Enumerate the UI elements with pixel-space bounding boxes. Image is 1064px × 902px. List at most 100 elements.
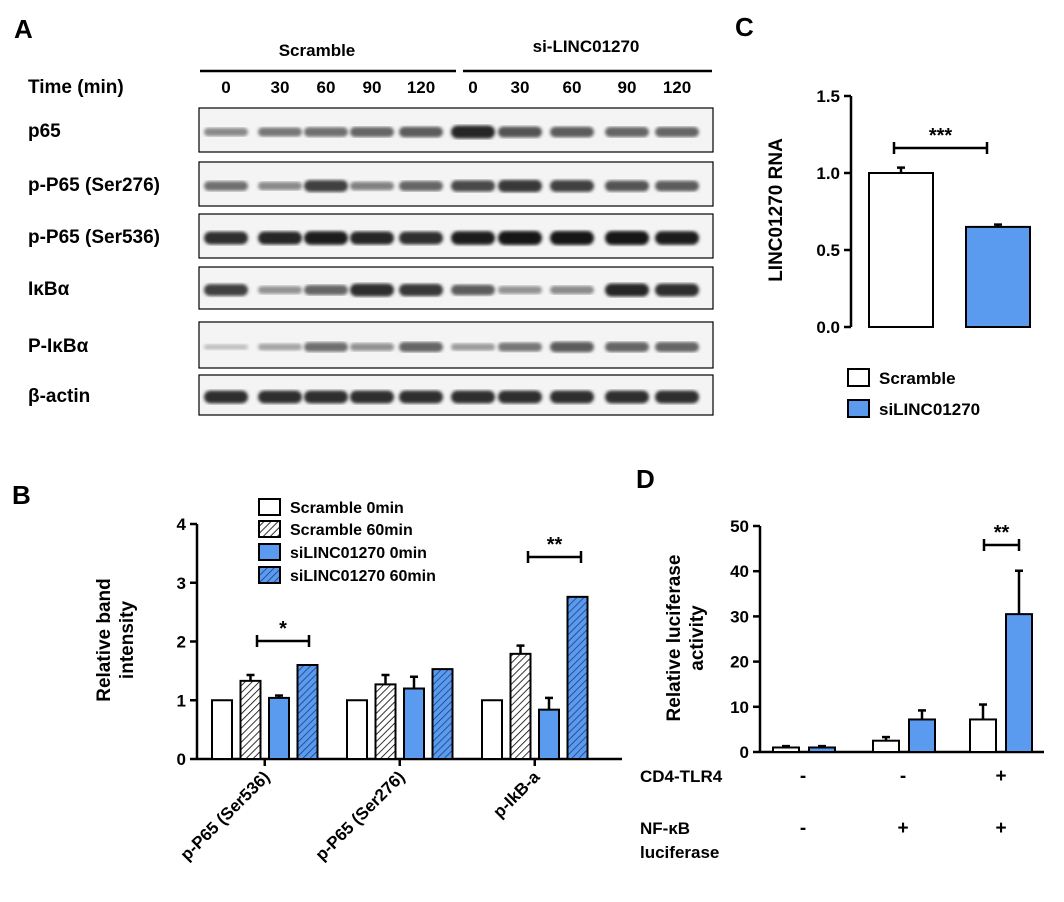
band-5-2 — [304, 390, 348, 404]
d-bar-1-0 — [872, 739, 900, 754]
band-4-6 — [498, 342, 542, 352]
d-bar-2-0 — [969, 718, 997, 753]
group-label-scramble: Scramble — [279, 41, 356, 60]
band-1-1 — [258, 181, 302, 191]
band-4-7 — [550, 341, 594, 353]
band-0-2 — [304, 127, 348, 137]
c-ytick-label-2: 1.0 — [816, 164, 840, 183]
band-1-9 — [655, 180, 699, 192]
c-sig-label: *** — [929, 125, 953, 147]
panel-a-western-blot: Scramble si-LINC01270 Time (min) 0 30 60 90… — [28, 37, 714, 416]
band-2-0 — [204, 231, 248, 245]
band-5-7 — [550, 390, 594, 404]
d-ytick-label-0: 0 — [740, 743, 749, 762]
band-5-8 — [605, 390, 649, 404]
band-4-4 — [399, 342, 443, 352]
blot-label-1: p-P65 (Ser276) — [28, 175, 160, 196]
b-ylabel-line-2: intensity — [117, 601, 138, 680]
band-3-9 — [655, 283, 699, 297]
d-ytick-label-5: 50 — [730, 517, 749, 536]
c-legend-label-0: Scramble — [879, 369, 956, 388]
c-ytick-label-1: 0.5 — [816, 241, 840, 260]
b-legend-label-2: siLINC01270 0min — [290, 545, 427, 562]
d-condition-label-1-line-2: luciferase — [640, 843, 719, 862]
d-bar-2-1 — [1005, 613, 1033, 754]
time-axis-label: Time (min) — [28, 77, 124, 98]
band-3-3 — [350, 283, 394, 297]
b-legend-label-1: Scramble 60min — [290, 522, 413, 539]
blot-label-3: IκBα — [28, 279, 70, 300]
band-2-5 — [451, 231, 495, 245]
time-label-5: 0 — [468, 78, 477, 97]
b-legend-swatch-2 — [258, 543, 281, 561]
band-1-6 — [498, 179, 542, 193]
band-5-4 — [399, 390, 443, 404]
blot-label-4: P-IκBα — [28, 336, 89, 357]
b-legend-swatch-3 — [258, 566, 281, 584]
b-bar-1-0 — [346, 699, 368, 760]
c-legend-label-1: siLINC01270 — [879, 400, 980, 419]
time-label-8: 90 — [618, 78, 637, 97]
band-4-0 — [204, 344, 248, 350]
group-label-si-linc: si-LINC01270 — [533, 37, 640, 56]
band-1-4 — [399, 181, 443, 191]
b-ylabel-line-1: Relative band — [94, 578, 115, 702]
c-legend-swatch-1 — [847, 399, 870, 418]
d-condition-value-1-0: - — [800, 818, 806, 839]
band-4-9 — [655, 342, 699, 352]
time-label-3: 90 — [363, 78, 382, 97]
band-1-2 — [304, 180, 348, 192]
time-labels: 0 30 60 90 120 0 30 60 90 120 — [221, 78, 691, 97]
band-4-2 — [304, 342, 348, 352]
time-label-1: 30 — [271, 78, 290, 97]
b-ytick-label-0: 0 — [177, 750, 186, 769]
panel-b-chart: 0 1 2 3 4 p-P65 (Ser536) p-P65 (Ser276) p-IkB-a… — [94, 498, 622, 864]
band-3-2 — [304, 285, 348, 295]
d-ytick-label-4: 40 — [730, 562, 749, 581]
band-1-7 — [550, 180, 594, 192]
d-ytick-label-1: 10 — [730, 698, 749, 717]
band-0-7 — [550, 126, 594, 138]
b-bar-0-1 — [239, 679, 262, 760]
band-0-0 — [204, 127, 248, 137]
c-bar-1 — [965, 225, 1031, 328]
band-3-8 — [605, 283, 649, 297]
b-bar-0-0 — [211, 699, 233, 760]
panel-d-chart: 0 10 20 30 40 50 ** Relative luciferase activity… — [640, 517, 1044, 862]
b-xtick-label-0: p-P65 (Ser536) — [177, 767, 274, 864]
d-condition-value-1-2: + — [995, 818, 1006, 839]
blot-label-2: p-P65 (Ser536) — [28, 227, 160, 248]
d-condition-label-0: CD4-TLR4 — [640, 767, 723, 786]
time-label-0: 0 — [221, 78, 230, 97]
blot-rows: p65 p-P65 (Ser276) p-P65 (Ser536) IκBα P-IκB… — [28, 107, 714, 416]
c-ytick-label-0: 0.0 — [816, 318, 840, 337]
b-xtick-label-2: p-IkB-a — [489, 767, 544, 822]
band-1-0 — [204, 181, 248, 191]
b-sig-1-label: * — [279, 618, 287, 640]
band-0-6 — [498, 126, 542, 138]
d-bar-1-1 — [908, 718, 936, 753]
d-sig-label: ** — [994, 522, 1010, 544]
blot-label-0: p65 — [28, 121, 61, 142]
band-2-6 — [498, 231, 542, 245]
b-sig-2-label: ** — [547, 534, 563, 556]
b-bar-2-0 — [481, 699, 503, 760]
band-5-3 — [350, 390, 394, 404]
band-1-8 — [605, 180, 649, 192]
band-2-3 — [350, 231, 394, 245]
d-condition-value-0-1: - — [900, 766, 906, 787]
time-label-2: 60 — [317, 78, 336, 97]
d-condition-value-0-2: + — [995, 766, 1006, 787]
band-1-5 — [451, 180, 495, 192]
band-1-3 — [350, 181, 394, 191]
b-legend-swatch-0 — [258, 498, 281, 516]
b-legend-label-3: siLINC01270 60min — [290, 568, 436, 585]
band-2-7 — [550, 231, 594, 245]
band-2-9 — [655, 231, 699, 245]
band-5-9 — [655, 390, 699, 404]
c-bar-0 — [868, 172, 934, 328]
band-0-1 — [258, 127, 302, 137]
b-bar-2-1 — [509, 652, 532, 761]
d-ylabel-line-1: Relative luciferase — [664, 555, 685, 722]
panel-letter-c: C — [735, 12, 754, 42]
